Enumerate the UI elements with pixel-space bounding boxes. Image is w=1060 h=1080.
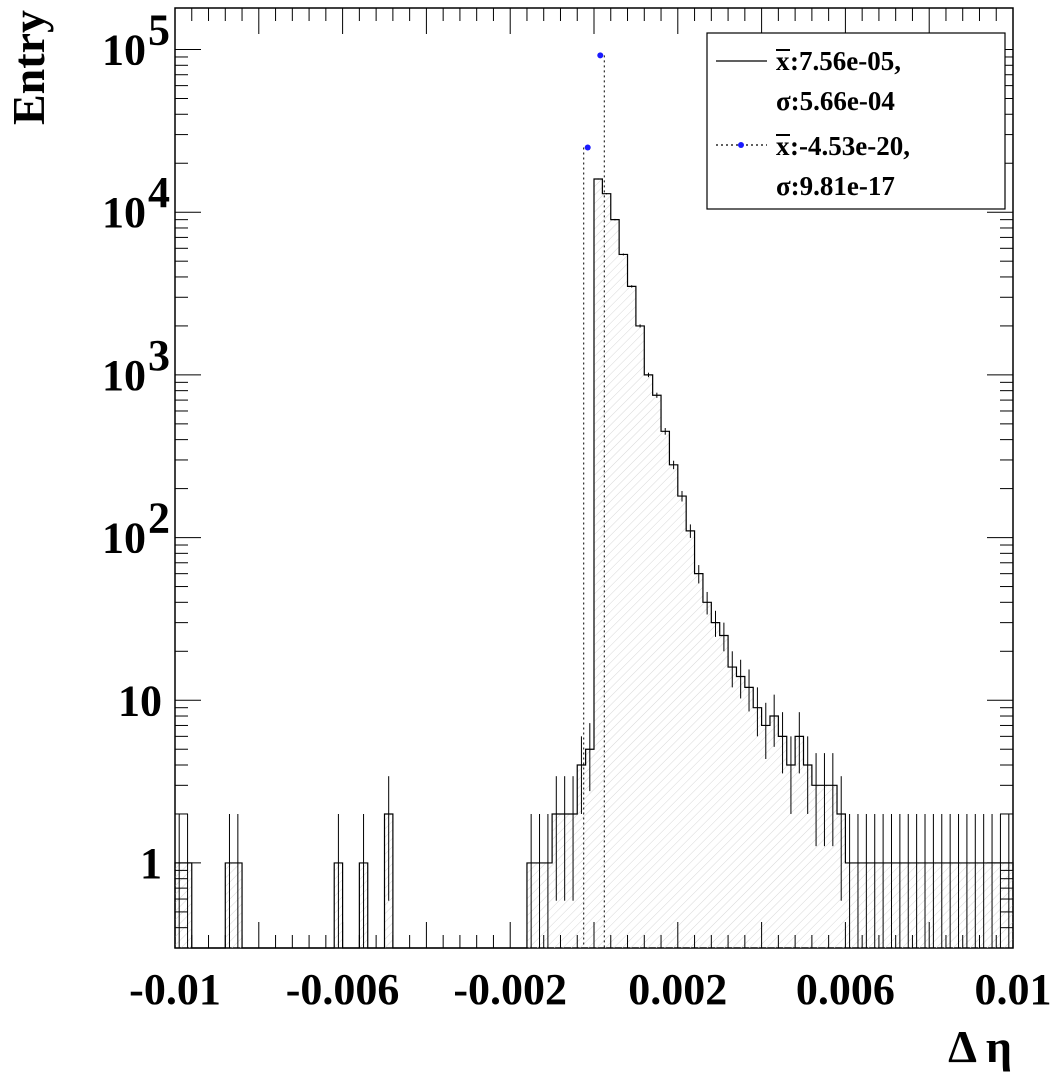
y-tick-label: 10 [102,26,146,75]
x-axis-ticks [174,8,1014,948]
legend-box [706,32,1006,210]
x-axis-tick-labels: -0.01 -0.006 -0.002 0.002 0.006 0.01 [129,965,1051,1014]
y-axis-title: Entry [3,10,54,125]
x-tick-label: -0.006 [286,965,400,1014]
y-tick-label-exponent: 3 [148,331,170,380]
x-tick-label: -0.002 [453,965,567,1014]
legend-series-1-line1: :7.56e-05, [790,46,901,76]
x-tick-label: 0.01 [975,965,1052,1014]
legend-series-2-bar: x [776,131,790,161]
legend-marker-series-2 [738,142,744,148]
y-tick-label: 10 [118,676,162,725]
series-2-markers [583,52,605,948]
x-tick-label: 0.002 [628,965,727,1014]
y-tick-label: 10 [102,188,146,237]
legend-series-1-line2: σ:5.66e-04 [776,86,895,116]
y-tick-label-exponent: 2 [148,494,170,543]
y-tick-label: 1 [140,839,162,888]
series-1-histogram [174,178,1014,949]
legend: x :7.56e-05, σ:5.66e-04 x :-4.53e-20, σ:… [706,32,1006,210]
x-tick-label: 0.006 [796,965,895,1014]
series-1-error-bars [178,178,1010,948]
series-2-point [584,144,591,151]
y-tick-label-exponent: 4 [148,168,170,217]
histogram-outline [174,178,1014,949]
y-tick-label: 10 [102,351,146,400]
y-tick-label-exponent: 5 [148,6,170,55]
legend-series-2-line1: :-4.53e-20, [790,131,910,161]
x-axis-title: Δ η [948,1021,1012,1072]
x-tick-label: -0.01 [129,965,221,1014]
legend-series-1-bar: x [776,46,790,76]
y-tick-label: 10 [102,514,146,563]
series-2-point [597,52,604,59]
legend-series-2-line2: σ:9.81e-17 [776,171,895,201]
